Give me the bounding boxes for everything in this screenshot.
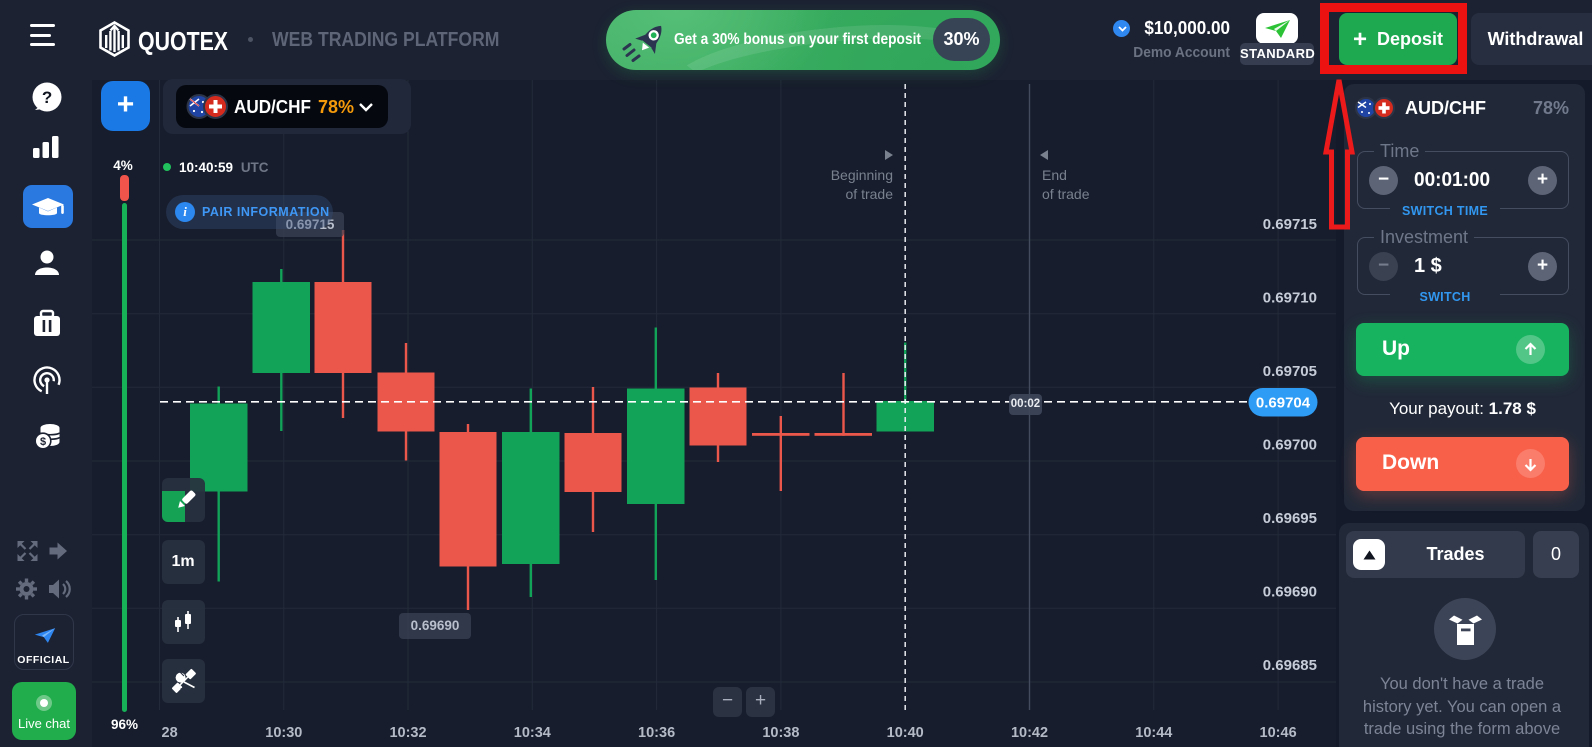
svg-text:$: $ [40,436,46,448]
svg-text:10:36: 10:36 [638,725,675,741]
svg-text:End: End [1042,167,1067,183]
svg-text:0.69705: 0.69705 [1263,363,1317,380]
svg-text:Beginning: Beginning [831,167,893,183]
svg-text:of trade: of trade [1042,186,1090,202]
svg-text:10:30: 10:30 [265,725,302,741]
svg-text:10:42: 10:42 [1011,725,1048,741]
svg-text:0.69700: 0.69700 [1263,437,1317,454]
svg-text:0.69695: 0.69695 [1263,510,1317,527]
svg-text:28: 28 [162,725,178,741]
svg-text:0.69710: 0.69710 [1263,289,1317,306]
svg-text:10:40: 10:40 [887,725,924,741]
svg-text:0.69685: 0.69685 [1263,657,1317,674]
svg-text:?: ? [42,88,52,107]
svg-text:0.69704: 0.69704 [1256,395,1311,412]
svg-text:10:46: 10:46 [1260,725,1297,741]
svg-text:10:38: 10:38 [762,725,799,741]
svg-text:10:34: 10:34 [514,725,551,741]
svg-text:0.69690: 0.69690 [1263,584,1317,601]
svg-text:0.69715: 0.69715 [1263,216,1317,233]
svg-text:of trade: of trade [846,186,894,202]
svg-text:10:44: 10:44 [1135,725,1172,741]
svg-text:10:32: 10:32 [389,725,426,741]
